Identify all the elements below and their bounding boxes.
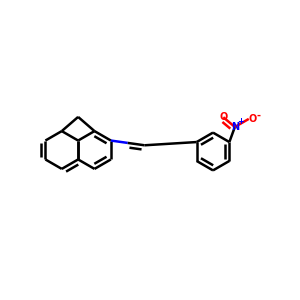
Text: O: O <box>219 112 227 122</box>
Text: -: - <box>256 110 260 120</box>
Text: N: N <box>231 122 239 132</box>
Text: +: + <box>237 117 244 126</box>
Text: O: O <box>248 114 256 124</box>
